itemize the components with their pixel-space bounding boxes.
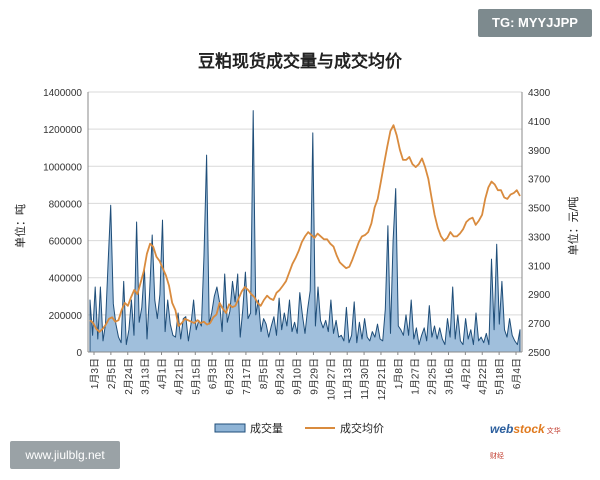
y-left-tick-label: 800000 <box>49 199 83 210</box>
price-series <box>89 124 521 333</box>
x-tick-label: 2月5日 <box>106 358 118 389</box>
y-left-tick-label: 400000 <box>49 274 83 285</box>
y-left-axis-title: 单位：吨 <box>13 204 27 248</box>
site-watermark: www.jiulblg.net <box>10 441 120 469</box>
y-right-tick-label: 4100 <box>528 117 551 128</box>
y-right-tick-label: 3700 <box>528 175 551 186</box>
x-tick-label: 5月18日 <box>494 358 506 395</box>
x-tick-label: 4月21日 <box>173 358 185 395</box>
y-right-axis-title: 单位：元/吨 <box>566 197 580 256</box>
y-left-tick-label: 1200000 <box>43 125 82 136</box>
x-tick-label: 4月1日 <box>157 358 169 389</box>
x-tick-label: 1月8日 <box>393 358 405 389</box>
x-tick-label: 9月10日 <box>292 358 304 395</box>
y-left-tick-labels: 0 200000 400000 600000 800000 1000000 1200000 1… <box>43 88 82 359</box>
y-right-tick-label: 3300 <box>528 232 551 243</box>
x-tick-label: 8月5日 <box>258 358 270 389</box>
x-tick-label: 4月2日 <box>460 358 472 389</box>
y-right-tick-labels: 2500 2700 2900 3100 3300 3500 3700 3900 4100 4300 <box>528 88 551 359</box>
y-left-tick-label: 600000 <box>49 237 83 248</box>
x-tick-label: 1月27日 <box>410 358 422 395</box>
x-tick-label: 9月29日 <box>308 358 320 395</box>
axes <box>87 92 523 353</box>
x-tick-label: 11月30日 <box>359 358 371 400</box>
y-right-tick-label: 2700 <box>528 319 551 330</box>
x-tick-label: 1月3日 <box>89 358 101 389</box>
x-tick-label: 3月13日 <box>140 358 152 395</box>
x-tick-label: 12月21日 <box>376 358 388 400</box>
x-tick-label: 8月24日 <box>275 358 287 395</box>
legend: 成交量 成交均价 <box>214 421 384 435</box>
logo-accent: stock <box>513 422 545 436</box>
price-line <box>89 124 521 333</box>
x-tick-label: 3月16日 <box>443 358 455 395</box>
logo-sub: 文华财经 <box>490 428 561 460</box>
legend-label-price: 成交均价 <box>340 421 384 435</box>
y-left-tick-label: 200000 <box>49 311 83 322</box>
legend-swatch-volume <box>214 423 246 433</box>
x-tick-labels: 1月3日 2月5日 2月24日 3月13日 4月1日 4月21日 5月15日 6月3日 6月23… <box>89 352 523 400</box>
y-left-tick-label: 0 <box>76 348 82 359</box>
webstock-logo: webstock 文华财经 <box>490 418 562 460</box>
x-tick-label: 4月22日 <box>477 358 489 395</box>
volume-area <box>89 110 521 353</box>
y-left-tick-label: 1400000 <box>43 88 82 99</box>
y-right-tick-label: 4300 <box>528 88 551 99</box>
y-right-tick-label: 3500 <box>528 204 551 215</box>
x-tick-label: 2月25日 <box>427 358 439 395</box>
logo-main: web <box>490 422 514 436</box>
x-tick-label: 7月17日 <box>241 358 253 395</box>
volume-series <box>89 110 521 353</box>
x-tick-label: 6月4日 <box>511 358 523 389</box>
y-right-tick-label: 3900 <box>528 146 551 157</box>
x-tick-label: 2月24日 <box>123 358 135 395</box>
chart-title: 豆粕现货成交量与成交均价 <box>198 51 403 72</box>
y-right-tick-label: 3100 <box>528 261 551 272</box>
y-right-tick-label: 2500 <box>528 348 551 359</box>
x-tick-label: 6月3日 <box>207 358 219 389</box>
x-tick-label: 5月15日 <box>190 358 202 395</box>
channel-badge: TG: MYYJJPP <box>478 9 592 37</box>
legend-label-volume: 成交量 <box>250 421 283 435</box>
y-left-tick-label: 1000000 <box>43 162 82 173</box>
x-tick-label: 6月23日 <box>224 358 236 395</box>
y-right-tick-label: 2900 <box>528 290 551 301</box>
x-tick-label: 10月27日 <box>325 358 337 400</box>
x-tick-label: 11月13日 <box>342 358 354 400</box>
